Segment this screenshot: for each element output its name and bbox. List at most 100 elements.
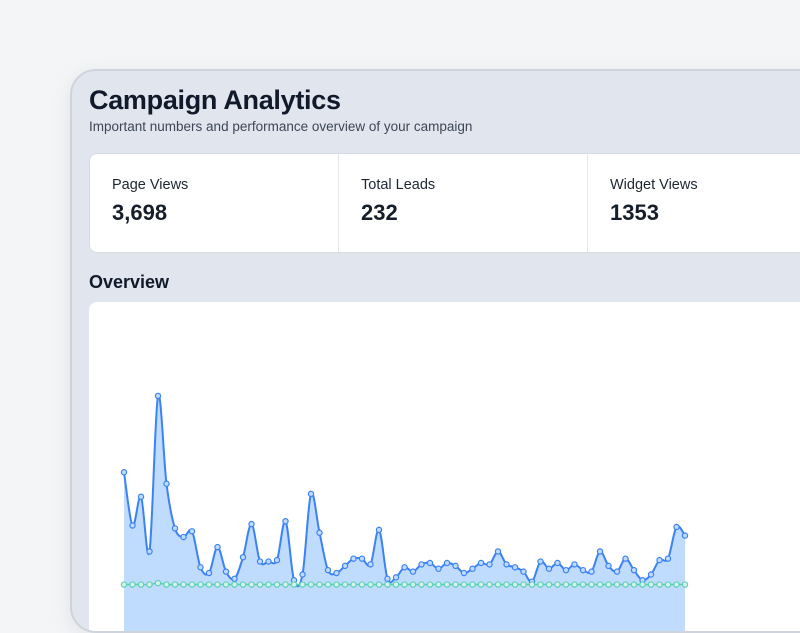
- data-point[interactable]: [129, 581, 136, 588]
- data-point[interactable]: [171, 525, 179, 532]
- data-point[interactable]: [375, 526, 383, 534]
- data-point[interactable]: [545, 565, 553, 572]
- data-point[interactable]: [630, 581, 638, 588]
- data-point[interactable]: [180, 533, 187, 541]
- data-point[interactable]: [231, 575, 238, 582]
- data-point[interactable]: [622, 555, 629, 562]
- data-point[interactable]: [392, 574, 400, 581]
- data-point[interactable]: [154, 579, 162, 587]
- data-point[interactable]: [307, 490, 315, 498]
- data-point[interactable]: [528, 581, 536, 588]
- data-point[interactable]: [664, 555, 672, 562]
- data-point[interactable]: [324, 581, 332, 588]
- data-point[interactable]: [248, 581, 255, 588]
- data-point[interactable]: [588, 568, 595, 575]
- data-point[interactable]: [486, 561, 493, 568]
- data-point[interactable]: [367, 561, 374, 568]
- data-point[interactable]: [333, 581, 340, 588]
- data-point[interactable]: [324, 566, 332, 574]
- data-point[interactable]: [163, 581, 170, 588]
- data-point[interactable]: [571, 581, 578, 588]
- data-point[interactable]: [222, 581, 230, 588]
- data-point[interactable]: [477, 581, 485, 588]
- data-point[interactable]: [554, 559, 561, 567]
- data-point[interactable]: [188, 581, 196, 588]
- data-point[interactable]: [571, 561, 578, 568]
- data-point[interactable]: [630, 566, 638, 574]
- data-point[interactable]: [435, 581, 442, 588]
- data-point[interactable]: [248, 520, 255, 528]
- data-point[interactable]: [477, 559, 485, 567]
- data-point[interactable]: [605, 581, 612, 588]
- data-point[interactable]: [418, 581, 425, 588]
- data-point[interactable]: [384, 581, 391, 588]
- data-point[interactable]: [205, 569, 213, 577]
- data-point[interactable]: [214, 581, 221, 588]
- data-point[interactable]: [205, 581, 213, 588]
- data-point[interactable]: [562, 581, 570, 588]
- data-point[interactable]: [656, 581, 663, 588]
- data-point[interactable]: [265, 581, 272, 588]
- data-point[interactable]: [290, 581, 298, 588]
- data-point[interactable]: [469, 581, 476, 588]
- data-point[interactable]: [435, 565, 442, 572]
- data-point[interactable]: [120, 469, 128, 476]
- data-point[interactable]: [579, 566, 587, 574]
- data-point[interactable]: [503, 561, 510, 568]
- data-point[interactable]: [239, 581, 247, 588]
- data-point[interactable]: [511, 581, 519, 588]
- data-point[interactable]: [316, 529, 323, 536]
- data-point[interactable]: [409, 568, 417, 575]
- data-point[interactable]: [537, 558, 544, 565]
- data-point[interactable]: [214, 543, 221, 551]
- data-point[interactable]: [647, 581, 655, 588]
- data-point[interactable]: [358, 581, 366, 588]
- data-point[interactable]: [256, 558, 264, 565]
- data-point[interactable]: [596, 581, 604, 588]
- data-point[interactable]: [256, 581, 264, 588]
- data-point[interactable]: [375, 581, 383, 588]
- data-point[interactable]: [673, 581, 680, 588]
- data-point[interactable]: [401, 564, 408, 571]
- data-point[interactable]: [426, 581, 434, 588]
- data-point[interactable]: [647, 571, 655, 578]
- data-point[interactable]: [452, 562, 459, 570]
- data-point[interactable]: [469, 565, 476, 572]
- data-point[interactable]: [273, 556, 281, 564]
- data-point[interactable]: [452, 581, 459, 588]
- data-point[interactable]: [384, 575, 391, 582]
- data-point[interactable]: [137, 493, 145, 500]
- data-point[interactable]: [401, 581, 408, 588]
- data-point[interactable]: [460, 569, 468, 577]
- data-point[interactable]: [554, 581, 561, 588]
- data-point[interactable]: [197, 564, 204, 571]
- data-point[interactable]: [562, 566, 570, 574]
- data-point[interactable]: [622, 581, 629, 588]
- data-point[interactable]: [673, 523, 680, 531]
- data-point[interactable]: [605, 562, 612, 570]
- data-point[interactable]: [333, 569, 340, 577]
- data-point[interactable]: [545, 581, 553, 588]
- data-point[interactable]: [188, 528, 196, 535]
- data-point[interactable]: [265, 558, 272, 565]
- data-point[interactable]: [511, 564, 519, 571]
- data-point[interactable]: [239, 553, 247, 561]
- data-point[interactable]: [656, 556, 663, 564]
- data-point[interactable]: [231, 581, 238, 588]
- data-point[interactable]: [137, 581, 145, 588]
- data-point[interactable]: [494, 548, 502, 555]
- data-point[interactable]: [146, 581, 153, 588]
- data-point[interactable]: [282, 517, 289, 525]
- data-point[interactable]: [316, 581, 323, 588]
- data-point[interactable]: [299, 581, 306, 588]
- data-point[interactable]: [639, 581, 646, 588]
- data-point[interactable]: [171, 581, 179, 588]
- data-point[interactable]: [537, 581, 544, 588]
- data-point[interactable]: [392, 581, 400, 588]
- data-point[interactable]: [460, 581, 468, 588]
- data-point[interactable]: [358, 555, 366, 562]
- data-point[interactable]: [681, 532, 689, 539]
- data-point[interactable]: [409, 581, 417, 588]
- data-point[interactable]: [367, 581, 374, 588]
- data-point[interactable]: [197, 581, 204, 588]
